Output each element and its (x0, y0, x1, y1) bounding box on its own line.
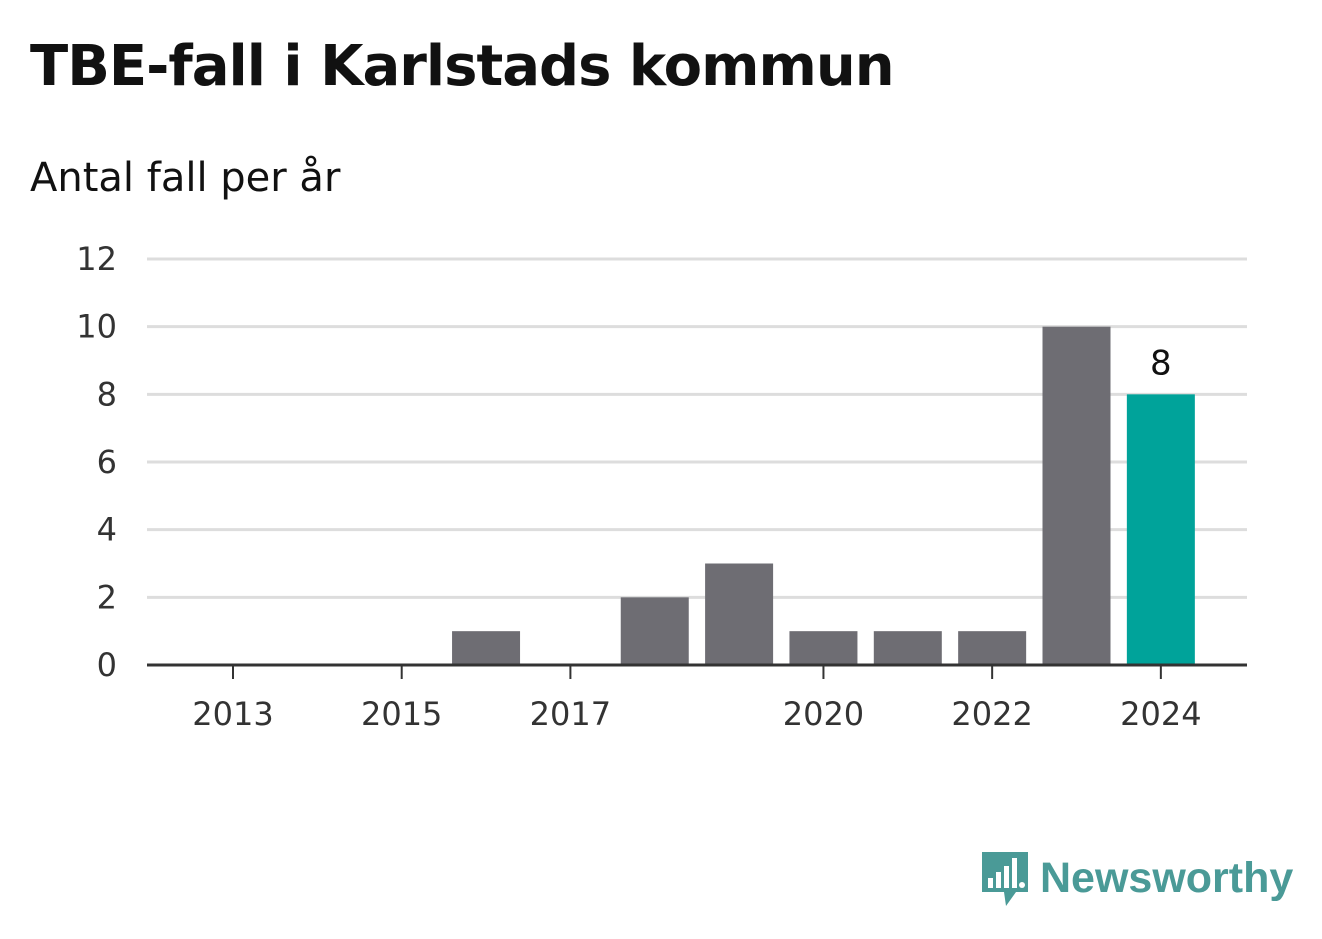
y-tick-label: 2 (97, 578, 117, 616)
chart-subtitle: Antal fall per år (30, 155, 341, 201)
y-tick-label: 0 (97, 646, 117, 684)
x-tick-label: 2013 (192, 695, 273, 733)
chart-title: TBE-fall i Karlstads kommun (30, 34, 895, 99)
y-tick-label: 8 (97, 375, 117, 413)
bar (1126, 394, 1195, 665)
x-tick-label: 2022 (951, 695, 1032, 733)
bar (620, 597, 689, 665)
bar (789, 631, 858, 665)
y-tick-label: 10 (76, 308, 117, 346)
newsworthy-brand: Newsworthy (980, 848, 1293, 908)
brand-name: Newsworthy (1040, 853, 1294, 902)
x-tick-label: 2020 (783, 695, 864, 733)
bar (873, 631, 942, 665)
bar (705, 563, 774, 665)
y-tick-label: 6 (97, 443, 117, 481)
newsworthy-logo-icon (982, 852, 1028, 906)
bar (452, 631, 521, 665)
y-tick-label: 12 (76, 240, 117, 278)
x-tick-label: 2024 (1120, 695, 1201, 733)
bar (1042, 326, 1111, 665)
data-label: 8 (1150, 343, 1172, 383)
x-tick-label: 2015 (361, 695, 442, 733)
bar (958, 631, 1027, 665)
bar-chart: 0 2 4 6 8 10 12 2013 2015 2017 2020 2022 2024 8 (76, 240, 1247, 733)
y-tick-label: 4 (97, 511, 117, 549)
x-tick-label: 2017 (530, 695, 611, 733)
